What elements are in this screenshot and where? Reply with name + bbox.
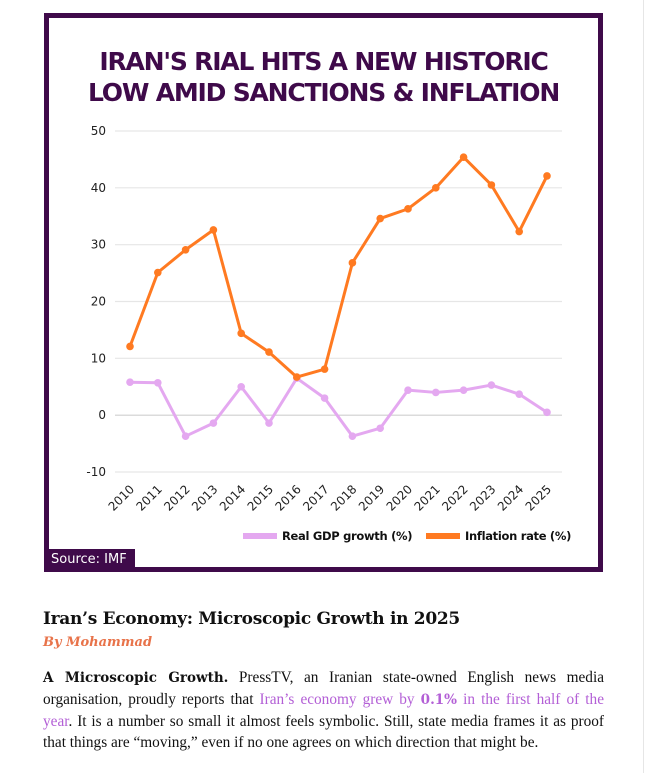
- y-tick-label: 10: [91, 351, 106, 365]
- data-point[interactable]: [265, 419, 273, 427]
- link-text-2[interactable]: in the first half of the year: [43, 691, 604, 730]
- chart-title: IRAN'S RIAL HITS A NEW HISTORIC LOW AMID…: [49, 46, 598, 108]
- data-point[interactable]: [293, 373, 301, 381]
- data-point[interactable]: [487, 181, 496, 189]
- y-tick-label: 20: [91, 295, 106, 309]
- chart-title-line-2: LOW AMID SANCTIONS & INFLATION: [87, 78, 560, 107]
- data-point[interactable]: [404, 386, 412, 394]
- data-point[interactable]: [154, 378, 162, 387]
- paragraph-text-2: . It is a number so small it almost feel…: [43, 713, 604, 751]
- series-line: [128, 155, 549, 379]
- data-point[interactable]: [432, 184, 440, 192]
- link-text-bold[interactable]: 0.1%: [420, 692, 457, 708]
- data-point[interactable]: [459, 386, 468, 394]
- x-tick-label: 2025: [523, 482, 554, 513]
- x-tick-label: 2020: [384, 482, 415, 513]
- paragraph-text-1: PressTV, an Iranian state-owned English …: [43, 669, 604, 708]
- data-point[interactable]: [432, 388, 440, 397]
- article-link[interactable]: Iran’s economy grew by 0.1% in the first…: [43, 691, 604, 730]
- data-point[interactable]: [404, 205, 412, 213]
- x-tick-label: 2024: [495, 482, 526, 513]
- data-point[interactable]: [181, 245, 190, 254]
- article-headline: Iran’s Economy: Microscopic Growth in 20…: [43, 609, 460, 629]
- series-layer: [126, 153, 551, 440]
- data-point[interactable]: [126, 378, 134, 387]
- y-tick-label: 40: [91, 181, 106, 195]
- data-point[interactable]: [181, 432, 190, 440]
- y-tick-label: 50: [91, 124, 106, 138]
- data-point[interactable]: [543, 172, 551, 180]
- x-tick-label: 2018: [328, 482, 359, 513]
- x-tick-label: 2013: [189, 482, 220, 513]
- article: Iran’s Economy: Microscopic Growth in 20…: [43, 609, 604, 768]
- x-tick-label: 2014: [217, 482, 248, 513]
- chart-title-line-1: IRAN'S RIAL HITS A NEW HISTORIC: [99, 47, 548, 76]
- article-byline[interactable]: By Mohammad: [43, 635, 153, 650]
- y-tick-label: -10: [86, 465, 106, 479]
- x-tick-label: 2023: [467, 482, 498, 513]
- x-tick-label: 2016: [272, 482, 303, 513]
- data-point[interactable]: [209, 226, 218, 234]
- x-axis-ticks: 2010201120122013201420152016201720182019…: [106, 482, 554, 513]
- data-point[interactable]: [348, 259, 357, 267]
- x-tick-label: 2015: [245, 482, 276, 513]
- x-tick-label: 2022: [439, 482, 470, 513]
- data-point[interactable]: [265, 348, 273, 356]
- data-point[interactable]: [376, 214, 385, 223]
- data-point[interactable]: [209, 419, 218, 427]
- y-axis-ticks: 50 40 30 20 10 0 -10: [86, 124, 106, 479]
- article-paragraph: A Microscopic Growth. PressTV, an Irania…: [43, 667, 604, 753]
- x-tick-label: 2021: [411, 482, 442, 513]
- source-label: Source: IMF: [44, 549, 135, 572]
- series-inflation-rate: [126, 153, 551, 381]
- data-point[interactable]: [126, 342, 134, 351]
- series-real-gdp-growth: [126, 374, 551, 440]
- data-point[interactable]: [487, 381, 496, 389]
- data-point[interactable]: [237, 329, 245, 338]
- legend-swatch: [426, 533, 460, 539]
- x-tick-label: 2010: [106, 482, 137, 513]
- x-tick-label: 2017: [300, 482, 331, 513]
- data-point[interactable]: [543, 408, 551, 417]
- series-line: [129, 376, 548, 438]
- legend-swatch: [243, 533, 277, 539]
- legend-label: Real GDP growth (%): [282, 529, 412, 543]
- data-point[interactable]: [154, 268, 162, 277]
- paragraph-lead: A Microscopic Growth.: [43, 670, 229, 686]
- data-point[interactable]: [320, 394, 329, 402]
- data-point[interactable]: [348, 432, 357, 440]
- data-point[interactable]: [320, 365, 329, 373]
- gridlines: [115, 130, 562, 473]
- x-tick-label: 2012: [161, 482, 192, 513]
- page-edge-divider: [643, 0, 644, 773]
- y-tick-label: 30: [91, 238, 106, 252]
- x-tick-label: 2019: [356, 482, 387, 513]
- data-point[interactable]: [515, 227, 523, 236]
- x-tick-label: 2011: [133, 482, 164, 513]
- y-tick-label: 0: [98, 408, 106, 422]
- legend-label: Inflation rate (%): [465, 529, 571, 543]
- chart-frame: IRAN'S RIAL HITS A NEW HISTORIC LOW AMID…: [44, 13, 603, 572]
- data-point[interactable]: [515, 390, 523, 398]
- data-point[interactable]: [459, 153, 468, 161]
- legend: Real GDP growth (%) Inflation rate (%): [243, 529, 571, 543]
- data-point[interactable]: [376, 424, 385, 433]
- data-point[interactable]: [237, 382, 245, 391]
- link-text-1[interactable]: Iran’s economy grew by: [259, 691, 421, 708]
